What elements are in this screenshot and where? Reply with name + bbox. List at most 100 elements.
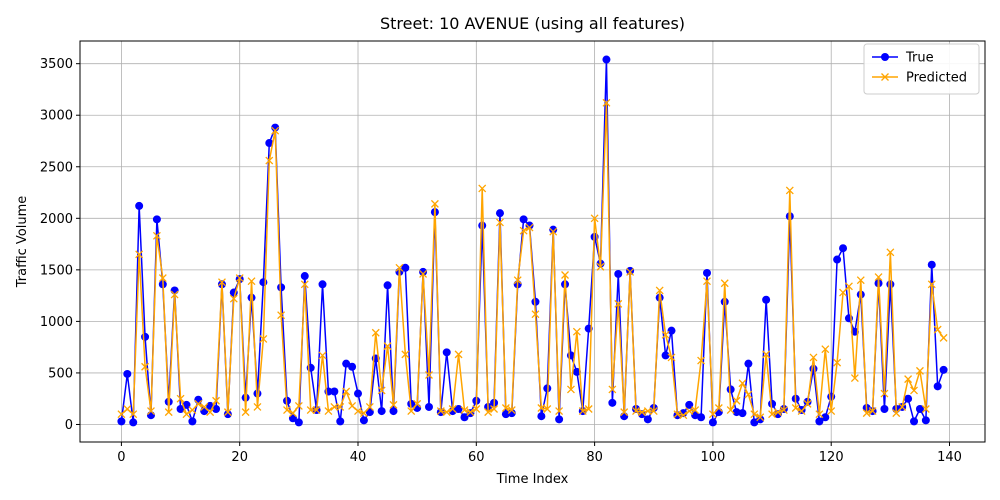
y-tick-label: 2000 — [40, 212, 73, 227]
data-point — [904, 375, 913, 384]
data-point — [300, 280, 309, 289]
data-point — [602, 98, 611, 107]
data-point — [726, 406, 735, 415]
data-point — [572, 367, 581, 376]
data-point — [626, 267, 635, 276]
data-point — [300, 272, 309, 281]
data-point — [235, 274, 244, 283]
x-tick-label: 100 — [700, 450, 725, 465]
data-point — [436, 408, 445, 417]
data-point — [448, 405, 457, 413]
data-point — [720, 279, 729, 288]
data-point — [856, 276, 865, 285]
x-axis-ticks: 0 20 40 60 80 100 120 140 — [117, 442, 962, 465]
data-point — [844, 282, 853, 291]
data-point — [549, 225, 558, 234]
data-point — [762, 295, 771, 304]
data-point — [306, 406, 315, 415]
data-point — [265, 139, 274, 148]
data-point — [797, 407, 806, 416]
chart-title: Street: 10 AVENUE (using all features) — [380, 14, 685, 33]
data-point — [425, 371, 433, 379]
data-point — [626, 266, 635, 275]
data-point — [803, 399, 812, 408]
data-point — [218, 278, 226, 287]
data-point — [147, 407, 155, 416]
data-point — [135, 250, 144, 259]
data-point — [212, 396, 221, 405]
data-point — [164, 408, 173, 417]
legend-item-true: True — [872, 51, 934, 66]
data-point — [283, 406, 291, 415]
data-point — [667, 326, 676, 335]
data-point — [815, 410, 824, 419]
data-point — [525, 221, 534, 230]
data-point — [176, 394, 185, 403]
data-point — [342, 359, 351, 368]
data-point — [608, 385, 617, 394]
data-point — [827, 407, 836, 416]
data-point — [732, 396, 741, 405]
data-point — [419, 267, 428, 276]
data-point — [939, 365, 948, 374]
data-point — [395, 263, 404, 272]
data-point — [424, 402, 433, 411]
data-point — [460, 413, 469, 422]
data-point — [898, 402, 907, 411]
data-point — [188, 406, 197, 415]
data-point — [495, 209, 504, 218]
data-point — [543, 405, 552, 413]
data-point — [389, 407, 398, 416]
data-point — [791, 404, 800, 412]
data-point — [389, 400, 398, 409]
data-point — [294, 418, 303, 427]
data-point — [141, 362, 150, 371]
data-point — [123, 369, 132, 378]
data-point — [549, 227, 558, 236]
legend: True Predicted — [863, 43, 980, 95]
data-point — [738, 379, 747, 388]
data-point — [501, 410, 510, 419]
data-point — [354, 407, 362, 416]
x-tick-label: 20 — [231, 450, 248, 465]
data-point — [839, 244, 848, 253]
data-point — [182, 410, 191, 419]
data-point — [259, 334, 268, 343]
data-point — [259, 278, 268, 287]
data-point — [318, 280, 327, 289]
data-point — [277, 311, 286, 320]
data-point — [815, 417, 824, 426]
data-point — [726, 385, 735, 394]
data-point — [643, 407, 652, 416]
data-point — [703, 277, 711, 286]
data-point — [288, 414, 297, 423]
data-point — [732, 408, 741, 417]
x-axis-label: Time Index — [496, 472, 569, 487]
data-point — [833, 255, 842, 264]
data-point — [354, 389, 363, 398]
data-point — [756, 415, 765, 424]
data-point — [756, 413, 765, 422]
x-tick-label: 60 — [468, 450, 485, 465]
grid-lines — [80, 41, 985, 442]
data-point — [513, 276, 522, 285]
data-point — [141, 332, 150, 341]
data-point — [478, 221, 487, 230]
data-point — [927, 280, 936, 289]
data-point — [531, 297, 540, 306]
data-point — [714, 404, 723, 412]
plot-frame — [79, 40, 986, 443]
data-point — [578, 407, 587, 416]
data-point — [821, 413, 830, 422]
data-point — [886, 280, 895, 289]
data-point — [762, 350, 771, 359]
data-point — [519, 215, 528, 224]
data-point — [407, 407, 416, 416]
y-tick-label: 1500 — [40, 263, 73, 278]
data-point — [833, 358, 842, 367]
data-point — [519, 226, 528, 235]
data-point — [809, 353, 818, 362]
data-point — [383, 281, 392, 290]
data-point — [697, 356, 706, 365]
